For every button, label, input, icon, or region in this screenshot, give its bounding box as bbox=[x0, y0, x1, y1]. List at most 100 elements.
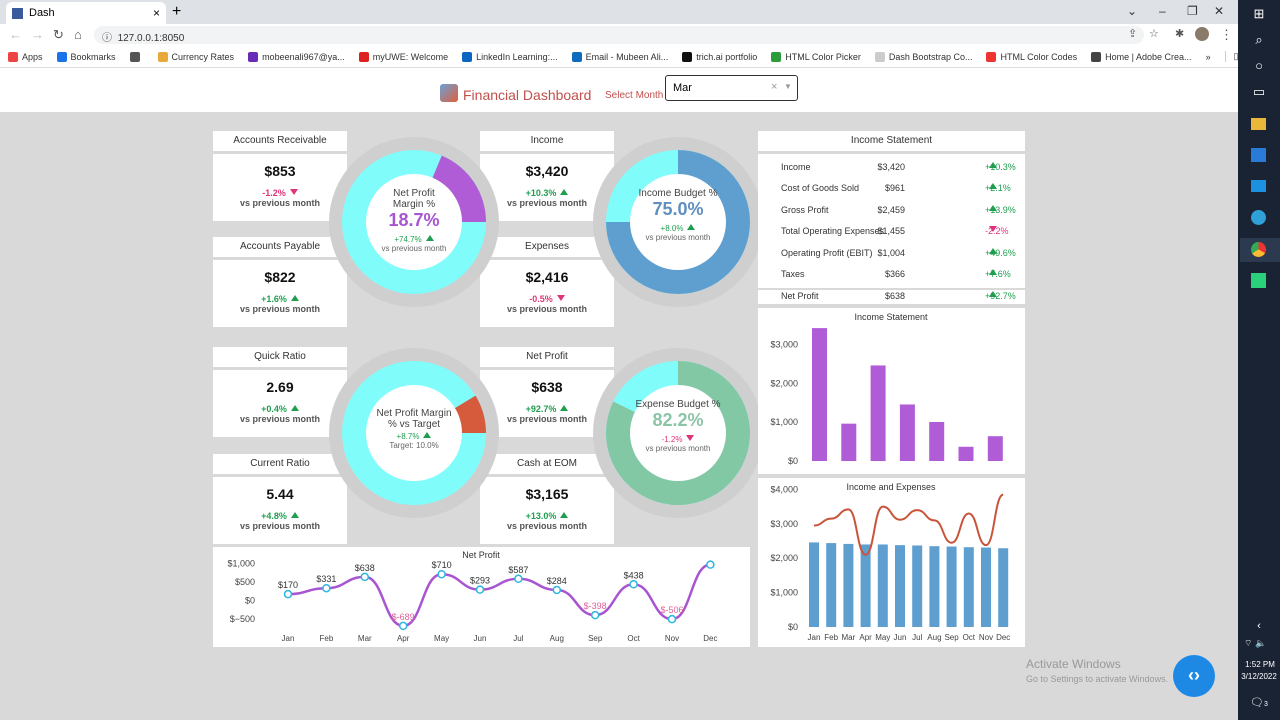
kpi-change: +10.3% bbox=[480, 188, 614, 198]
data-point bbox=[629, 580, 638, 589]
triangle-up-icon bbox=[989, 248, 997, 254]
kpi-title: Accounts Payable bbox=[239, 241, 321, 252]
kpi-title-card: Net Profit bbox=[480, 347, 614, 367]
file-explorer-icon[interactable] bbox=[1251, 118, 1266, 130]
windows-taskbar bbox=[1238, 0, 1280, 720]
triangle-up-icon bbox=[989, 291, 997, 297]
donut-subtext: vs previous month bbox=[381, 244, 447, 253]
bookmark-item[interactable]: myUWE: Welcome bbox=[358, 51, 448, 62]
kpi-change: -0.5% bbox=[480, 294, 614, 304]
row-label: Cost of Goods Sold bbox=[781, 183, 860, 193]
bookmark-item[interactable]: HTML Color Codes bbox=[986, 51, 1077, 62]
kpi-card: $3,420 +10.3% vs previous month bbox=[480, 154, 614, 221]
x-tick-label: Jul bbox=[912, 633, 922, 642]
search-icon[interactable]: ⌕ bbox=[1255, 32, 1263, 47]
expense-bar bbox=[895, 545, 905, 627]
more-bookmarks-button[interactable]: » bbox=[1205, 51, 1211, 62]
x-tick-label: Sep bbox=[944, 633, 959, 642]
bookmark-item[interactable]: LinkedIn Learning:... bbox=[462, 51, 558, 62]
bookmark-favicon-icon bbox=[358, 51, 369, 62]
back-icon[interactable]: ← bbox=[9, 27, 22, 42]
close-tab-icon[interactable]: × bbox=[152, 6, 160, 20]
bookmark-item[interactable]: Apps bbox=[8, 51, 43, 62]
donut-change: +8.0% bbox=[660, 224, 684, 233]
bookmark-item[interactable] bbox=[129, 51, 144, 62]
expense-bar bbox=[998, 548, 1009, 627]
bookmark-item[interactable]: Dash Bootstrap Co... bbox=[874, 51, 972, 62]
extensions-icon[interactable]: ✱ bbox=[1175, 28, 1185, 40]
share-icon[interactable]: ⇪ bbox=[1128, 28, 1138, 40]
income-statement-row: Cost of Goods Sold $961 +2.1% bbox=[780, 183, 1011, 197]
task-view-icon[interactable]: ▭ bbox=[1252, 84, 1266, 99]
mail-icon[interactable] bbox=[1251, 180, 1266, 192]
browser-tab[interactable]: Dash × bbox=[6, 2, 166, 24]
activate-windows-subtext: Go to Settings to activate Windows. bbox=[1026, 674, 1169, 684]
bookmark-label: Bookmarks bbox=[70, 51, 116, 62]
code-toggle-button[interactable]: ‹› bbox=[1173, 655, 1215, 697]
bookmark-item[interactable]: Home | Adobe Crea... bbox=[1091, 51, 1192, 62]
pycharm-icon[interactable] bbox=[1251, 273, 1266, 288]
expense-bar bbox=[877, 544, 888, 627]
kpi-change-value: +13.0% bbox=[525, 511, 557, 521]
clock-time[interactable]: 1:52 PM bbox=[1245, 660, 1275, 669]
edge-icon[interactable] bbox=[1251, 210, 1266, 225]
notifications-icon[interactable]: 🗨3 bbox=[1250, 697, 1268, 709]
bar bbox=[841, 423, 857, 461]
profile-avatar[interactable] bbox=[1195, 27, 1209, 41]
donut-value: 18.7% bbox=[388, 210, 440, 230]
income-expenses-chart: Income and Expenses $0 $1,000 $2,000 $3,000 $… bbox=[758, 478, 1025, 647]
bookmark-label: Currency Rates bbox=[171, 51, 235, 62]
bookmark-item[interactable]: Bookmarks bbox=[56, 51, 116, 62]
bookmark-item[interactable]: mobeenali967@ya... bbox=[248, 51, 345, 62]
kpi-change-value: +10.3% bbox=[525, 188, 557, 198]
star-icon[interactable]: ☆ bbox=[1149, 28, 1159, 40]
month-dropdown[interactable]: Mar × ▼ bbox=[665, 75, 798, 101]
row-change: +49.6% bbox=[985, 248, 1016, 258]
row-change: +13.9% bbox=[985, 205, 1016, 215]
forward-icon[interactable]: → bbox=[31, 27, 44, 42]
triangle-up-icon bbox=[560, 405, 569, 411]
data-point bbox=[706, 560, 715, 569]
data-label: $710 bbox=[432, 560, 452, 570]
new-tab-button[interactable]: + bbox=[172, 3, 182, 20]
y-tick-label: $2,000 bbox=[770, 378, 798, 388]
chevron-down-icon[interactable]: ▼ bbox=[784, 82, 792, 91]
kpi-card: $853 -1.2% vs previous month bbox=[213, 154, 347, 221]
bookmark-item[interactable]: Currency Rates bbox=[157, 51, 235, 62]
restore-button[interactable]: ❐ bbox=[1187, 4, 1198, 18]
menu-icon[interactable]: ⋮ bbox=[1220, 27, 1233, 42]
bookmark-label: Email - Mubeen Ali... bbox=[585, 51, 669, 62]
bookmark-favicon-icon bbox=[571, 51, 582, 62]
reload-icon[interactable]: ↻ bbox=[53, 27, 64, 42]
url-input[interactable]: ⓘ 127.0.0.1:8050 bbox=[94, 26, 1144, 44]
donut-label: Net Profit Margin % vs Target +8.7% Targ… bbox=[364, 408, 464, 450]
cortana-icon[interactable]: ○ bbox=[1255, 58, 1263, 73]
bookmark-item[interactable]: HTML Color Picker bbox=[771, 51, 861, 62]
store-icon[interactable] bbox=[1251, 148, 1266, 162]
show-hidden-icons[interactable]: ‹ bbox=[1257, 620, 1261, 632]
bookmark-favicon-icon bbox=[462, 51, 473, 62]
bookmark-item[interactable]: trich.ai portfolio bbox=[682, 51, 757, 62]
triangle-up-icon bbox=[290, 512, 299, 518]
bar bbox=[899, 404, 915, 461]
clock-date[interactable]: 3/12/2022 bbox=[1241, 672, 1277, 681]
bookmark-item[interactable]: Email - Mubeen Ali... bbox=[571, 51, 669, 62]
close-window-button[interactable]: ✕ bbox=[1214, 4, 1225, 18]
tab-bar bbox=[0, 0, 1238, 24]
kpi-card: 2.69 +0.4% vs previous month bbox=[213, 370, 347, 437]
dashboard-header: Financial Dashboard Select Month Mar × ▼ bbox=[0, 68, 1238, 112]
x-tick-label: Oct bbox=[963, 633, 976, 642]
clear-icon[interactable]: × bbox=[771, 81, 778, 93]
minimize-button[interactable]: – bbox=[1159, 4, 1166, 18]
y-tick-label: $3,000 bbox=[770, 519, 798, 529]
y-tick-label: $2,000 bbox=[770, 553, 798, 563]
chrome-icon[interactable] bbox=[1251, 242, 1266, 257]
windows-start-icon[interactable]: ⊞ bbox=[1253, 6, 1265, 21]
tab-search-icon[interactable]: ⌄ bbox=[1127, 4, 1138, 18]
triangle-up-icon bbox=[425, 235, 434, 241]
data-label: $587 bbox=[508, 565, 528, 575]
triangle-up-icon bbox=[687, 224, 696, 230]
network-volume-icons[interactable]: ⌔ 🔈 bbox=[1244, 638, 1267, 648]
donut-change: +8.7% bbox=[396, 432, 420, 441]
home-icon[interactable]: ⌂ bbox=[74, 27, 82, 42]
